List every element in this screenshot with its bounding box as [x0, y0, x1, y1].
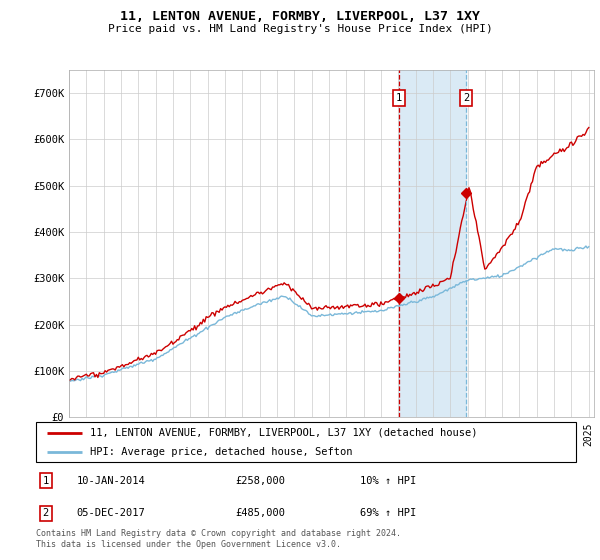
Text: £485,000: £485,000 — [236, 508, 286, 519]
Text: £258,000: £258,000 — [236, 475, 286, 486]
Text: 1: 1 — [395, 93, 402, 103]
Text: 10% ↑ HPI: 10% ↑ HPI — [360, 475, 416, 486]
Text: 2: 2 — [463, 93, 469, 103]
Text: 11, LENTON AVENUE, FORMBY, LIVERPOOL, L37 1XY (detached house): 11, LENTON AVENUE, FORMBY, LIVERPOOL, L3… — [90, 428, 478, 438]
Text: 10-JAN-2014: 10-JAN-2014 — [77, 475, 145, 486]
Text: 11, LENTON AVENUE, FORMBY, LIVERPOOL, L37 1XY: 11, LENTON AVENUE, FORMBY, LIVERPOOL, L3… — [120, 10, 480, 23]
Text: Contains HM Land Registry data © Crown copyright and database right 2024.
This d: Contains HM Land Registry data © Crown c… — [36, 529, 401, 549]
Text: 69% ↑ HPI: 69% ↑ HPI — [360, 508, 416, 519]
Text: 1: 1 — [43, 475, 49, 486]
Text: Price paid vs. HM Land Registry's House Price Index (HPI): Price paid vs. HM Land Registry's House … — [107, 24, 493, 34]
Text: HPI: Average price, detached house, Sefton: HPI: Average price, detached house, Seft… — [90, 447, 353, 457]
Bar — [399, 70, 466, 417]
Text: 2: 2 — [43, 508, 49, 519]
Text: 05-DEC-2017: 05-DEC-2017 — [77, 508, 145, 519]
